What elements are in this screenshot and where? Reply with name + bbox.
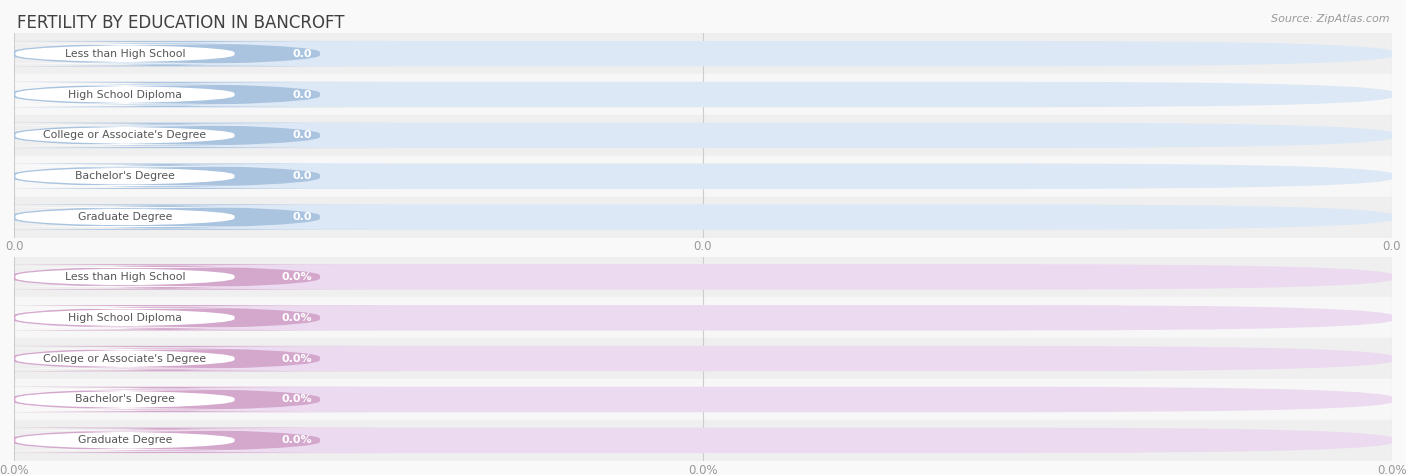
Text: 0.0: 0.0: [292, 171, 312, 181]
FancyBboxPatch shape: [0, 387, 395, 412]
FancyBboxPatch shape: [11, 305, 1395, 331]
Text: Graduate Degree: Graduate Degree: [77, 212, 172, 222]
FancyBboxPatch shape: [0, 125, 315, 145]
FancyBboxPatch shape: [0, 163, 395, 189]
FancyBboxPatch shape: [11, 41, 1395, 66]
FancyBboxPatch shape: [11, 387, 1395, 412]
FancyBboxPatch shape: [0, 204, 395, 230]
Text: Graduate Degree: Graduate Degree: [77, 435, 172, 446]
Text: College or Associate's Degree: College or Associate's Degree: [44, 353, 207, 364]
FancyBboxPatch shape: [0, 44, 315, 64]
Text: 0.0: 0.0: [292, 212, 312, 222]
FancyBboxPatch shape: [11, 204, 1395, 230]
Text: 0.0%: 0.0%: [281, 394, 312, 405]
FancyBboxPatch shape: [11, 264, 1395, 290]
Text: FERTILITY BY EDUCATION IN BANCROFT: FERTILITY BY EDUCATION IN BANCROFT: [17, 14, 344, 32]
Text: 0.0: 0.0: [292, 130, 312, 141]
FancyBboxPatch shape: [11, 82, 1395, 107]
Text: High School Diploma: High School Diploma: [67, 313, 181, 323]
FancyBboxPatch shape: [0, 166, 315, 186]
FancyBboxPatch shape: [0, 305, 395, 331]
Text: High School Diploma: High School Diploma: [67, 89, 181, 100]
Text: Less than High School: Less than High School: [65, 272, 186, 282]
Bar: [14, 379, 1392, 420]
Bar: [14, 338, 1392, 379]
Bar: [14, 74, 1392, 115]
FancyBboxPatch shape: [0, 349, 315, 369]
Text: 0.0%: 0.0%: [281, 353, 312, 364]
FancyBboxPatch shape: [0, 390, 315, 409]
FancyBboxPatch shape: [0, 267, 315, 287]
FancyBboxPatch shape: [0, 41, 395, 66]
FancyBboxPatch shape: [11, 346, 1395, 371]
Text: 0.0%: 0.0%: [281, 272, 312, 282]
FancyBboxPatch shape: [11, 123, 1395, 148]
Bar: [14, 197, 1392, 238]
FancyBboxPatch shape: [0, 428, 395, 453]
Bar: [14, 256, 1392, 297]
FancyBboxPatch shape: [0, 123, 395, 148]
Bar: [14, 156, 1392, 197]
Text: Less than High School: Less than High School: [65, 48, 186, 59]
Text: Bachelor's Degree: Bachelor's Degree: [75, 394, 174, 405]
FancyBboxPatch shape: [0, 430, 315, 450]
FancyBboxPatch shape: [0, 85, 315, 104]
Bar: [14, 115, 1392, 156]
Text: 0.0: 0.0: [292, 89, 312, 100]
FancyBboxPatch shape: [0, 264, 395, 290]
Text: College or Associate's Degree: College or Associate's Degree: [44, 130, 207, 141]
Text: Source: ZipAtlas.com: Source: ZipAtlas.com: [1271, 14, 1389, 24]
FancyBboxPatch shape: [11, 428, 1395, 453]
Bar: [14, 297, 1392, 338]
FancyBboxPatch shape: [0, 207, 315, 227]
Text: 0.0: 0.0: [292, 48, 312, 59]
FancyBboxPatch shape: [0, 82, 395, 107]
Text: 0.0%: 0.0%: [281, 313, 312, 323]
Bar: [14, 420, 1392, 461]
Text: 0.0%: 0.0%: [281, 435, 312, 446]
Text: Bachelor's Degree: Bachelor's Degree: [75, 171, 174, 181]
FancyBboxPatch shape: [0, 346, 395, 371]
FancyBboxPatch shape: [0, 308, 315, 328]
FancyBboxPatch shape: [11, 163, 1395, 189]
Bar: [14, 33, 1392, 74]
